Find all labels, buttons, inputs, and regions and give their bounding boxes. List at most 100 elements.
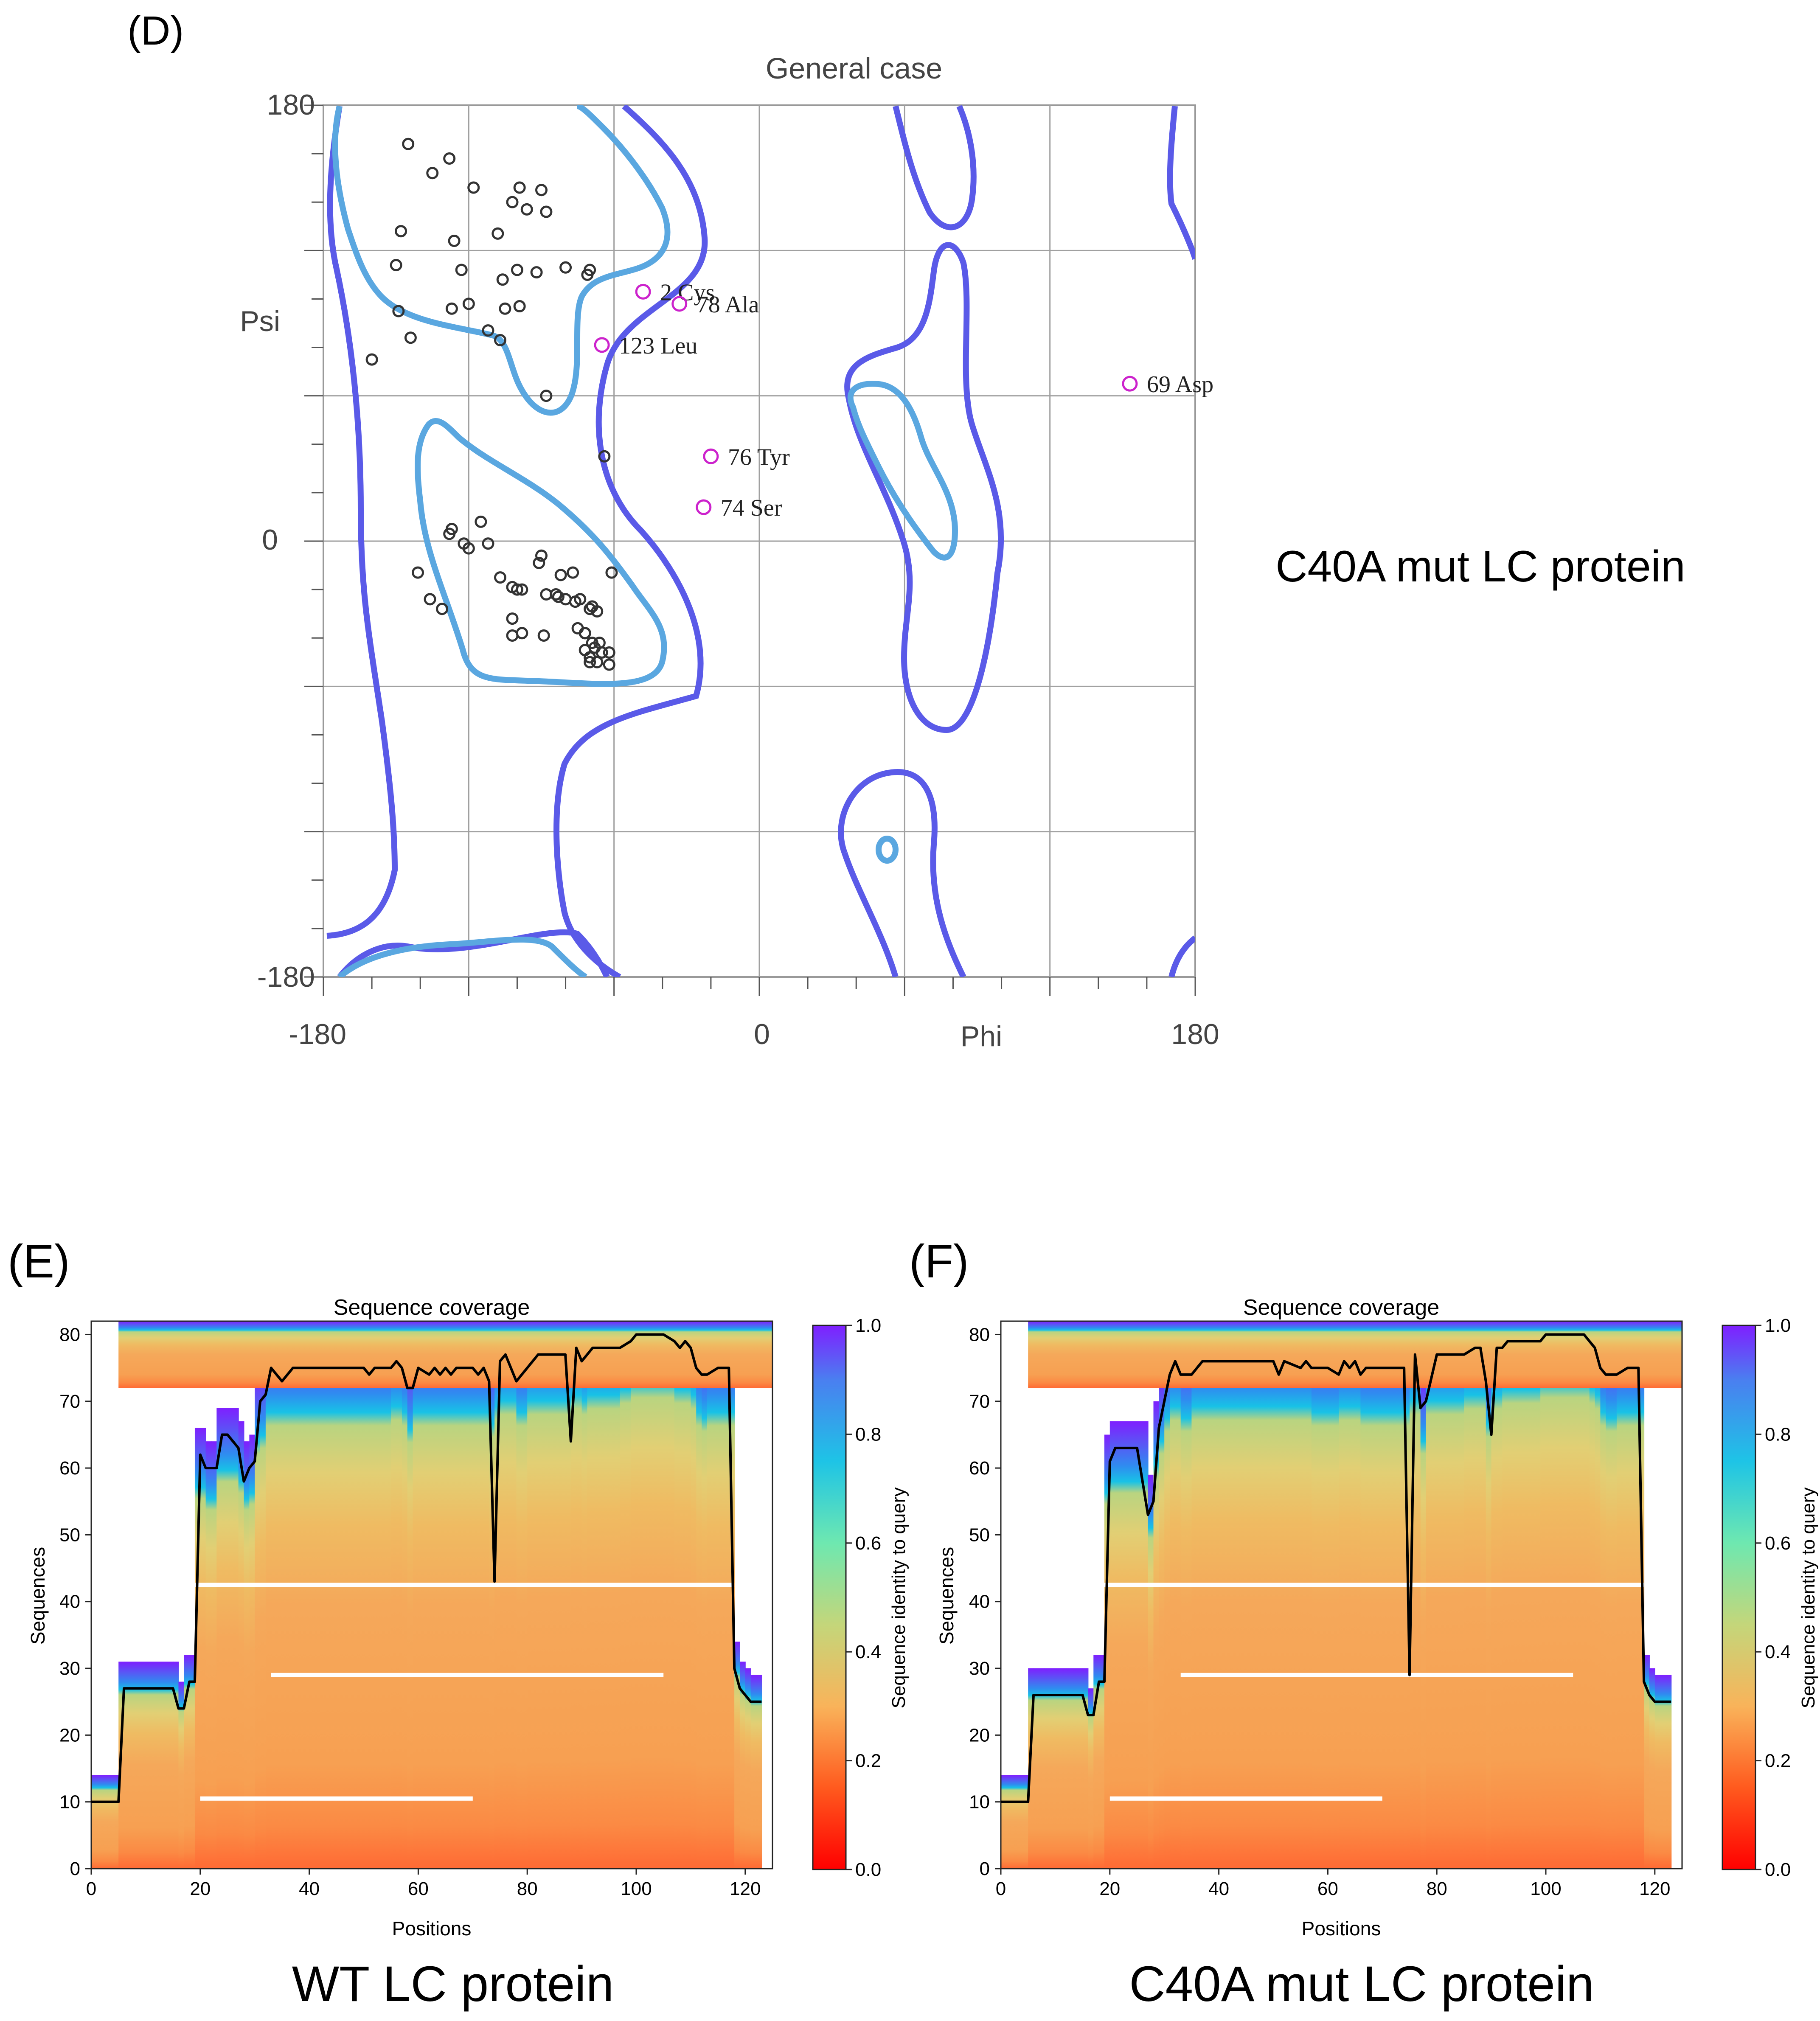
- y-tick-label: 40: [59, 1592, 80, 1612]
- coverage-title-f: Sequence coverage: [1243, 1295, 1440, 1320]
- colorbar-tick-label: 0.4: [855, 1642, 881, 1662]
- coverage-column: [1034, 1668, 1045, 1869]
- coverage-column: [620, 1321, 632, 1869]
- residue-point: [443, 528, 456, 540]
- caption-d: C40A mut LC protein: [1275, 542, 1685, 591]
- residue-point: [467, 181, 480, 194]
- coverage-column: [516, 1341, 528, 1869]
- coverage-column: [1148, 1474, 1154, 1869]
- x-tick-label: 0: [996, 1878, 1006, 1899]
- coverage-column: [1387, 1341, 1394, 1869]
- outlier-point: [671, 296, 688, 312]
- colorbar-tick-label: 0.8: [855, 1424, 881, 1445]
- coverage-column: [1191, 1334, 1203, 1869]
- y-tick-label: 80: [969, 1324, 990, 1345]
- coverage-gap: [1001, 1583, 1644, 1587]
- favoured-contour-lalpha: [847, 381, 958, 561]
- residue-point: [520, 203, 533, 216]
- colorbar-ticks-f: 0.0 0.2 0.4 0.6 0.8 1.0: [1755, 1315, 1791, 1880]
- residue-point: [603, 646, 615, 659]
- allowed-contour-edge-right-bottom: [1168, 935, 1195, 977]
- coverage-column: [500, 1328, 506, 1869]
- coverage-top-band: [118, 1321, 772, 1388]
- x-tick-label: 80: [517, 1878, 538, 1899]
- coverage-column: [222, 1408, 228, 1869]
- residue-point: [513, 300, 526, 313]
- outlier-point: [594, 337, 610, 353]
- residue-point: [584, 264, 596, 276]
- residue-point: [535, 184, 548, 196]
- residue-point: [496, 273, 509, 286]
- colorbar-f: [1722, 1325, 1756, 1870]
- coverage-column: [707, 1341, 719, 1869]
- coverage-column: [538, 1328, 544, 1869]
- residue-point: [482, 537, 494, 550]
- coverage-column: [1159, 1374, 1165, 1869]
- coverage-column: [1437, 1328, 1448, 1869]
- outlier-point: [1122, 376, 1138, 392]
- y-tick-label: 30: [969, 1658, 990, 1679]
- coverage-column: [216, 1408, 223, 1869]
- panel-letter-f: (F): [909, 1235, 969, 1288]
- coverage-column: [494, 1334, 500, 1869]
- colorbar-tick-label: 0.0: [1765, 1859, 1791, 1880]
- coverage-column: [1382, 1341, 1388, 1869]
- residue-point: [511, 264, 523, 276]
- y-tick-label: 0: [980, 1858, 990, 1879]
- coverage-column: [570, 1321, 577, 1869]
- x-tick-label: 100: [621, 1878, 652, 1899]
- residue-point: [494, 571, 507, 584]
- coverage-column: [320, 1341, 364, 1869]
- y-tick-label: 80: [59, 1324, 80, 1345]
- coverage-column: [293, 1341, 321, 1869]
- coverage-column: [135, 1662, 174, 1869]
- coverage-column: [189, 1655, 195, 1869]
- outlier-label: 74 Ser: [721, 495, 782, 521]
- coverage-column: [1360, 1341, 1367, 1869]
- allowed-contour-edge-right-top: [1167, 106, 1195, 260]
- residue-point: [598, 450, 611, 463]
- residue-point: [513, 181, 526, 194]
- ramachandran-axes: 180 Psi 0 -180 -180 0 Phi 180: [240, 89, 1219, 1053]
- coverage-column: [1175, 1334, 1181, 1869]
- x-tick-label: 20: [190, 1878, 211, 1899]
- coverage-column: [211, 1441, 217, 1869]
- coverage-column: [472, 1341, 479, 1869]
- heatmap-frame-e: [90, 1320, 773, 1869]
- coverage-column: [205, 1441, 212, 1869]
- coverage-column: [1164, 1347, 1171, 1869]
- coverage-line-e: [91, 1333, 762, 1803]
- coverage-gap: [91, 1583, 735, 1587]
- coverage-column: [593, 1321, 599, 1869]
- residue-point: [516, 627, 528, 640]
- coverage-column: [265, 1341, 272, 1869]
- coverage-column: [587, 1321, 593, 1869]
- coverage-column: [1562, 1321, 1574, 1869]
- outlier-point: [635, 284, 651, 300]
- residue-point: [554, 569, 567, 581]
- coverage-line-f: [1001, 1333, 1671, 1803]
- residue-point: [540, 390, 553, 402]
- x-tick-label: 0: [86, 1878, 96, 1899]
- coverage-column: [1508, 1321, 1519, 1869]
- coverage-column: [1486, 1354, 1492, 1869]
- coverage-column: [1126, 1421, 1132, 1869]
- outlier-label: 2 Cys: [660, 279, 715, 306]
- coverage-column: [685, 1321, 691, 1869]
- coverage-column: [440, 1341, 446, 1869]
- coverage-column: [1366, 1341, 1383, 1869]
- coverage-column: [609, 1321, 621, 1869]
- outlier-label: 123 Leu: [619, 333, 697, 359]
- coverage-column: [1328, 1341, 1340, 1869]
- y-tick-label: 50: [969, 1524, 990, 1545]
- colorbar-tick-label: 0.8: [1765, 1424, 1791, 1445]
- coverage-column: [1230, 1334, 1274, 1869]
- residue-point: [395, 225, 407, 238]
- coverage-column: [691, 1321, 697, 1869]
- residue-point: [462, 298, 475, 310]
- coverage-column: [636, 1321, 653, 1869]
- coverage-column: [549, 1328, 555, 1869]
- coverage-column: [756, 1675, 762, 1869]
- heatmap-axes-e: 0 20 40 60 80 100 120 0 10 20 30 40 50 60 70 80: [59, 1324, 761, 1899]
- coverage-column: [750, 1675, 757, 1869]
